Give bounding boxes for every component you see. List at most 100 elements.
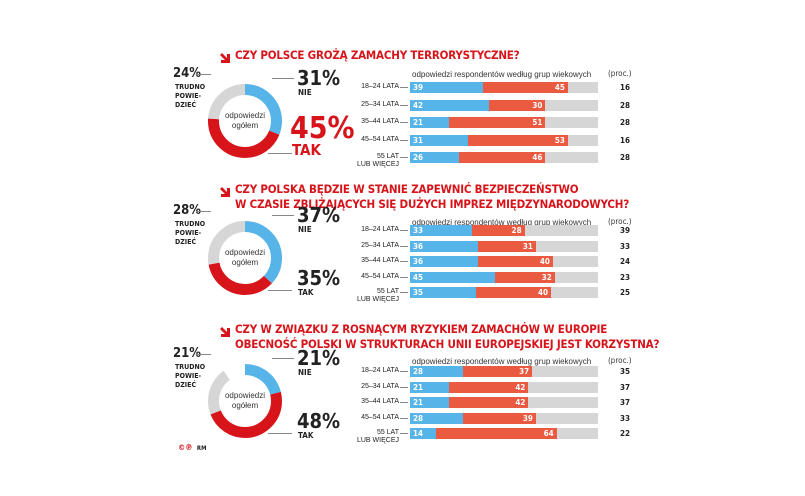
age-group-label: 35–44 LATA xyxy=(361,398,399,405)
bar-trudno xyxy=(556,428,598,439)
leader-line xyxy=(400,157,408,158)
bar-tak: 64 xyxy=(436,428,557,439)
trudno-label: POWIE- xyxy=(175,92,202,100)
bar-value-trudno: 33 xyxy=(619,413,630,423)
trudno-label: DZIEĆ xyxy=(175,101,197,109)
leader-line xyxy=(400,386,408,388)
bar-value-trudno: 16 xyxy=(619,135,630,145)
age-group-label: 18–24 LATA xyxy=(361,367,399,374)
age-group-label: 45–54 LATA xyxy=(361,272,399,280)
bar-trudno xyxy=(524,225,598,236)
leader-line xyxy=(400,292,408,293)
tak-percent: 35% xyxy=(297,266,341,290)
bar-trudno xyxy=(567,82,598,93)
bar-value-tak: 40 xyxy=(537,288,548,297)
arrow-down-right-icon xyxy=(219,323,231,337)
leader-line xyxy=(400,87,408,88)
donut-slice-tak xyxy=(208,221,282,295)
leader-line xyxy=(268,433,292,434)
bar-tak: 51 xyxy=(449,117,546,128)
trudno-percent: 28% xyxy=(173,203,201,218)
bar-value-nie: 26 xyxy=(413,153,424,162)
bar-value-trudno: 39 xyxy=(619,226,630,235)
bar-value-trudno: 28 xyxy=(619,153,630,162)
bar-tak: 42 xyxy=(449,397,529,408)
leader-line xyxy=(196,354,211,355)
bar-trudno xyxy=(551,287,598,298)
trudno-percent: 21% xyxy=(173,346,201,361)
trudno-label: DZIEĆ xyxy=(175,381,197,389)
bar-value-nie: 42 xyxy=(413,100,424,110)
trudno-label: POWIE- xyxy=(175,372,202,380)
bar-nie: 42 xyxy=(410,99,489,111)
bar-trudno xyxy=(545,152,598,163)
bar-trudno xyxy=(535,412,598,424)
nie-percent: 37% xyxy=(297,203,341,227)
donut-slice-trudno xyxy=(208,364,282,438)
age-group-label: 55 LAT xyxy=(376,429,399,436)
trudno-label: TRUDNO xyxy=(175,83,206,91)
bar-value-tak: 51 xyxy=(532,118,543,127)
bar-value-tak: 46 xyxy=(532,153,543,162)
bar-trudno xyxy=(528,397,598,408)
bar-tak: 42 xyxy=(449,381,529,393)
leader-line xyxy=(400,104,408,106)
age-group-label: 45–54 LATA xyxy=(361,135,399,143)
bar-nie: 36 xyxy=(410,256,478,267)
bar-value-tak: 31 xyxy=(522,241,533,251)
trudno-label: TRUDNO xyxy=(175,363,206,371)
bar-tak: 32 xyxy=(494,271,555,283)
bar-value-tak: 39 xyxy=(522,413,533,423)
leader-line xyxy=(400,139,408,141)
nie-label: NIE xyxy=(298,368,312,377)
bar-trudno xyxy=(554,271,598,283)
bar-value-nie: 31 xyxy=(413,135,424,145)
bar-tak: 37 xyxy=(462,366,533,377)
trudno-label: DZIEĆ xyxy=(175,238,197,246)
age-group-label: LUB WIĘCEJ xyxy=(356,161,399,168)
bar-value-tak: 42 xyxy=(515,382,526,392)
bar-value-nie: 36 xyxy=(413,241,424,251)
bar-value-tak: 53 xyxy=(554,135,565,145)
bar-nie: 35 xyxy=(410,287,476,298)
bar-value-nie: 21 xyxy=(413,118,424,127)
bar-value-tak: 30 xyxy=(532,100,543,110)
age-group-label: LUB WIĘCEJ xyxy=(356,437,399,444)
bar-nie: 28 xyxy=(410,366,463,377)
nie-label: NIE xyxy=(298,225,312,234)
bar-value-nie: 39 xyxy=(413,83,424,92)
leader-line xyxy=(400,122,408,123)
bar-value-nie: 21 xyxy=(413,382,424,392)
leader-line xyxy=(272,78,294,79)
bar-value-nie: 28 xyxy=(413,413,424,423)
donut-center-label: odpowiedzi xyxy=(224,391,266,400)
tak-percent: 48% xyxy=(297,409,341,433)
leader-line xyxy=(272,358,294,359)
bar-value-tak: 28 xyxy=(511,226,522,235)
bars-header: odpowiedzi respondentów według grup wiek… xyxy=(412,70,592,79)
leader-line xyxy=(196,74,211,75)
leader-line xyxy=(268,153,292,154)
age-group-label: 18–24 LATA xyxy=(361,83,399,90)
bar-value-trudno: 28 xyxy=(619,118,630,127)
leader-line xyxy=(400,230,408,231)
leader-line xyxy=(400,433,408,434)
bar-value-trudno: 22 xyxy=(619,429,630,438)
bar-value-tak: 42 xyxy=(515,398,526,407)
bar-nie: 28 xyxy=(410,412,463,424)
chart-title: CZY POLSKA BĘDZIE W STANIE ZAPEWNIĆ BEZP… xyxy=(235,182,579,196)
bar-nie: 36 xyxy=(410,240,478,252)
unit-label: (proc.) xyxy=(608,356,632,365)
nie-label: NIE xyxy=(298,88,312,97)
leader-line xyxy=(400,371,408,372)
bar-nie: 39 xyxy=(410,82,484,93)
bar-value-nie: 33 xyxy=(413,226,424,235)
bar-value-trudno: 35 xyxy=(619,367,630,376)
arrow-down-right-icon xyxy=(219,49,231,63)
tak-percent: 45% xyxy=(290,111,355,146)
chart-title: CZY W ZWIĄZKU Z ROSNĄCYM RYZYKIEM ZAMACH… xyxy=(235,322,608,336)
tak-label: TAK xyxy=(298,431,314,440)
donut-center-label: ogółem xyxy=(231,258,259,267)
bar-nie: 21 xyxy=(410,117,450,128)
bar-trudno xyxy=(532,366,598,377)
